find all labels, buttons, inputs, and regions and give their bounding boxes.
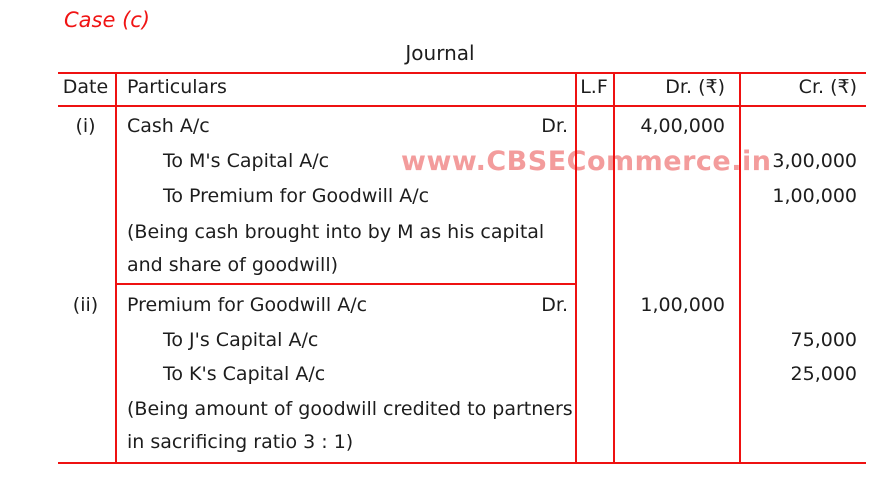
journal-row: (ii) Premium for Goodwill A/c Dr. 1,00,0… <box>0 294 880 324</box>
col-header-dr-amount: Dr. (₹) <box>665 76 725 98</box>
row-narration: (Being amount of goodwill credited to pa… <box>127 398 573 420</box>
journal-row: To Premium for Goodwill A/c 1,00,000 <box>0 185 880 215</box>
row-narration: and share of goodwill) <box>127 254 339 276</box>
row-particulars: To Premium for Goodwill A/c <box>163 185 430 207</box>
lf-column-left-divider <box>575 72 577 464</box>
row-particulars: To K's Capital A/c <box>163 363 326 385</box>
journal-row: in sacrificing ratio 3 : 1) <box>0 431 880 461</box>
journal-row: To J's Capital A/c 75,000 <box>0 329 880 359</box>
journal-row: and share of goodwill) <box>0 254 880 284</box>
row-narration: (Being cash brought into by M as his cap… <box>127 221 545 243</box>
col-header-particulars: Particulars <box>127 76 227 98</box>
lf-column-right-divider <box>613 72 615 464</box>
row-credit-amount: 75,000 <box>790 329 857 351</box>
journal-row: (i) Cash A/c Dr. 4,00,000 <box>0 115 880 145</box>
col-header-date: Date <box>62 76 109 98</box>
dr-cr-column-divider <box>739 72 741 464</box>
row-narration: in sacrificing ratio 3 : 1) <box>127 431 354 453</box>
journal-row: To M's Capital A/c 3,00,000 <box>0 150 880 180</box>
row-drcr-label: Dr. <box>541 115 568 137</box>
row-date: (ii) <box>72 294 99 316</box>
date-column-divider <box>115 72 117 464</box>
col-header-lf: L.F <box>580 76 608 98</box>
row-particulars: Premium for Goodwill A/c <box>127 294 368 316</box>
row-particulars: To J's Capital A/c <box>163 329 319 351</box>
row-particulars: To M's Capital A/c <box>163 150 330 172</box>
row-date: (i) <box>75 115 96 137</box>
journal-row: (Being amount of goodwill credited to pa… <box>0 398 880 428</box>
col-header-cr-amount: Cr. (₹) <box>798 76 857 98</box>
table-top-border <box>58 72 866 74</box>
row-credit-amount: 25,000 <box>790 363 857 385</box>
row-debit-amount: 4,00,000 <box>640 115 725 137</box>
entry-divider-line <box>115 283 577 285</box>
row-credit-amount: 3,00,000 <box>772 150 857 172</box>
journal-row: (Being cash brought into by M as his cap… <box>0 221 880 251</box>
case-label: Case (c) <box>64 8 150 32</box>
header-bottom-border <box>58 105 866 107</box>
row-credit-amount: 1,00,000 <box>772 185 857 207</box>
watermark-text: www.CBSECommerce.in <box>401 146 772 177</box>
table-bottom-border <box>58 462 866 464</box>
row-particulars: Cash A/c <box>127 115 210 137</box>
journal-row: To K's Capital A/c 25,000 <box>0 363 880 393</box>
row-debit-amount: 1,00,000 <box>640 294 725 316</box>
row-drcr-label: Dr. <box>541 294 568 316</box>
journal-title: Journal <box>405 41 475 65</box>
